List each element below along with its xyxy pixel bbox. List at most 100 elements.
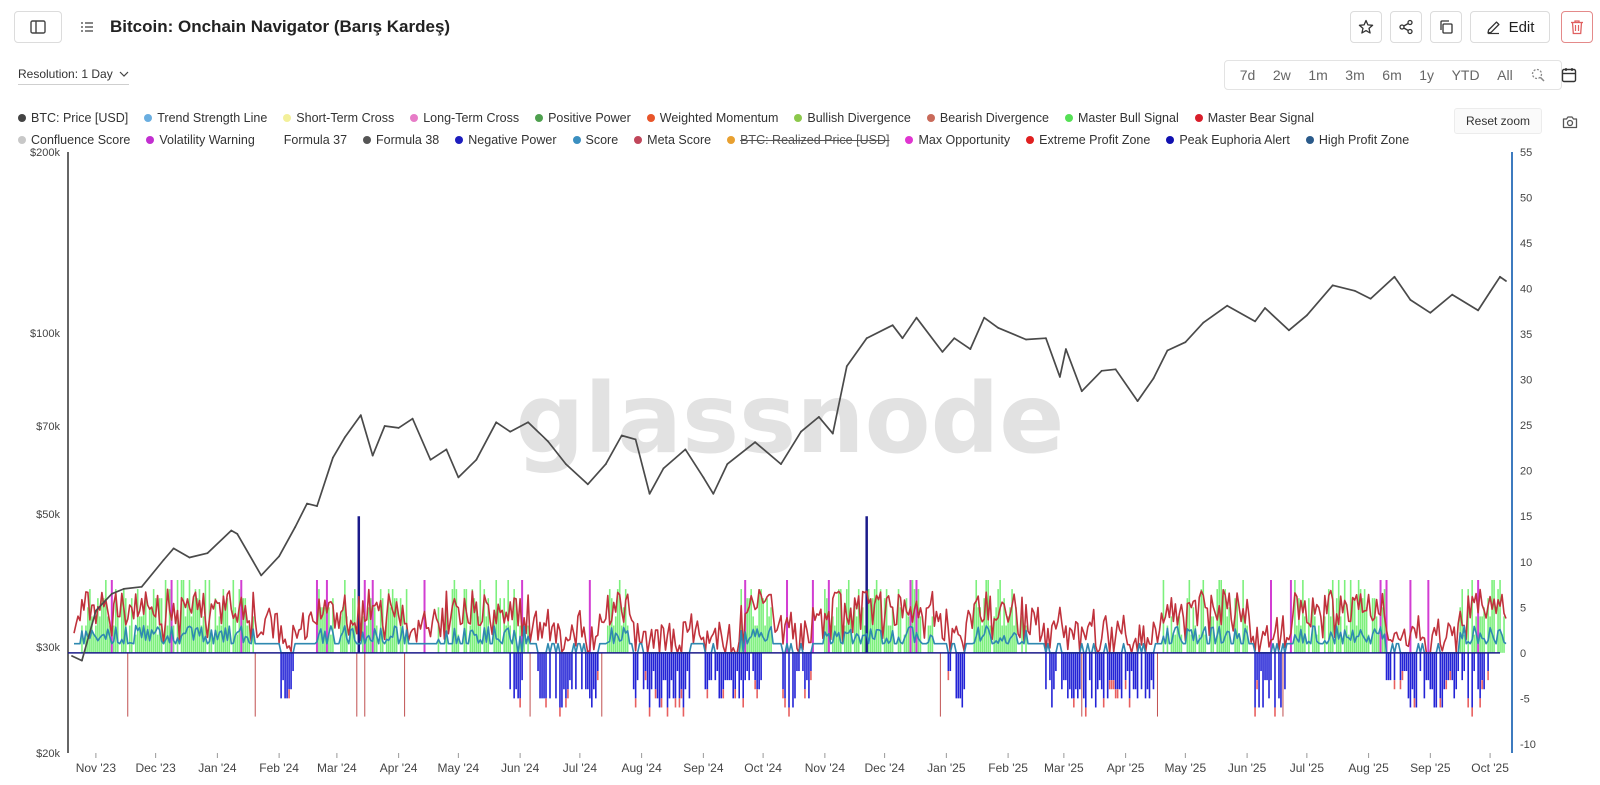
sidebar-toggle-button[interactable] — [14, 11, 62, 43]
zoom-select-button[interactable] — [1527, 65, 1549, 85]
legend-label: Meta Score — [647, 133, 712, 147]
legend-dot-icon — [363, 136, 372, 144]
btc-price-point — [122, 588, 125, 590]
x-axis-tick-label: Nov '23 — [76, 761, 117, 775]
right-axis-tick-label: 40 — [1520, 284, 1532, 296]
time-range-selector: 7d 2w 1m 3m 6m 1y YTD All — [1224, 60, 1562, 90]
range-ytd-button[interactable]: YTD — [1451, 67, 1480, 83]
btc-price-point — [1331, 284, 1334, 287]
date-picker-button[interactable] — [1554, 60, 1584, 90]
legend-item[interactable]: Volatility Warning — [146, 133, 255, 147]
x-axis-tick-label: Aug '25 — [1348, 761, 1389, 775]
btc-price-point — [1045, 337, 1047, 340]
legend-item[interactable]: Bearish Divergence — [926, 111, 1049, 125]
btc-price-point — [495, 421, 498, 424]
legend-dot-icon — [794, 114, 803, 122]
legend-item[interactable]: Negative Power — [455, 133, 557, 147]
legend-item[interactable]: Formula 37 — [270, 133, 347, 147]
x-axis-tick-label: Oct '25 — [1471, 761, 1509, 775]
btc-price-point — [1451, 293, 1454, 296]
x-axis-tick-label: Mar '24 — [317, 761, 357, 775]
btc-price-point — [1025, 338, 1027, 341]
x-axis-tick-label: Sep '24 — [683, 761, 724, 775]
legend-label: Peak Euphoria Alert — [1179, 133, 1290, 147]
right-axis-tick-label: -10 — [1520, 739, 1536, 751]
duplicate-button[interactable] — [1430, 11, 1462, 43]
x-axis-tick-label: Mar '25 — [1044, 761, 1084, 775]
legend-label: Bearish Divergence — [939, 111, 1049, 125]
resolution-select[interactable]: Resolution: 1 Day — [18, 67, 129, 85]
legend-item[interactable]: Confluence Score — [18, 133, 130, 147]
calendar-icon — [1561, 68, 1577, 83]
btc-price-point — [818, 416, 820, 418]
btc-price-point — [1254, 320, 1256, 323]
legend-item[interactable]: Peak Euphoria Alert — [1166, 133, 1290, 147]
legend-item[interactable]: Positive Power — [535, 111, 631, 125]
right-axis-tick-label: 0 — [1520, 648, 1526, 660]
range-1m-button[interactable]: 1m — [1308, 67, 1328, 83]
page-title: Bitcoin: Onchain Navigator (Barış Kardeş… — [110, 17, 451, 36]
legend-item[interactable]: Formula 38 — [363, 133, 439, 147]
legend-item[interactable]: Meta Score — [634, 133, 711, 147]
legend-item[interactable]: Master Bull Signal — [1064, 111, 1179, 125]
x-axis-tick-label: Jun '24 — [501, 761, 540, 775]
screenshot-button[interactable] — [1558, 110, 1582, 134]
btc-price-point — [997, 326, 999, 329]
x-axis-tick-label: Jul '24 — [563, 761, 598, 775]
range-3m-button[interactable]: 3m — [1345, 67, 1365, 83]
x-axis-tick-label: May '24 — [438, 761, 480, 775]
btc-price-point — [1353, 289, 1356, 292]
share-button[interactable] — [1390, 11, 1422, 43]
range-7d-button[interactable]: 7d — [1239, 67, 1256, 83]
edit-button[interactable]: Edit — [1470, 11, 1550, 43]
legend-item[interactable]: Weighted Momentum — [646, 111, 778, 125]
legend-dot-icon — [926, 114, 935, 122]
x-axis-tick-label: Jun '25 — [1228, 761, 1267, 775]
right-axis-tick-label: 30 — [1520, 375, 1532, 387]
right-axis-tick-label: 35 — [1520, 329, 1532, 341]
legend-dot-icon — [1194, 114, 1203, 122]
range-1y-button[interactable]: 1y — [1419, 67, 1435, 83]
btc-price-point — [1136, 400, 1139, 402]
indicator-bars — [81, 516, 1505, 717]
legend-item[interactable]: Master Bear Signal — [1194, 111, 1314, 125]
btc-price-point — [800, 430, 802, 433]
btc-price-point — [953, 337, 956, 340]
legend-dot-icon — [18, 136, 26, 144]
chart-settings-button[interactable] — [76, 16, 98, 38]
x-axis-tick-label: May '25 — [1165, 761, 1207, 775]
btc-price-point — [383, 425, 386, 427]
reset-zoom-button[interactable]: Reset zoom — [1454, 108, 1542, 134]
legend-item[interactable]: High Profit Zone — [1305, 133, 1409, 147]
legend-item[interactable]: Bullish Divergence — [794, 111, 911, 125]
btc-price-point — [278, 555, 280, 558]
left-axis-tick-label: $100k — [30, 328, 60, 340]
range-2w-button[interactable]: 2w — [1272, 67, 1291, 83]
legend-item[interactable]: Long-Term Cross — [410, 111, 519, 125]
legend-item[interactable]: BTC: Realized Price [USD] — [727, 133, 889, 147]
legend-label: Formula 38 — [376, 133, 440, 147]
legend-item[interactable]: BTC: Price [USD] — [18, 111, 128, 125]
legend-item[interactable]: Score — [572, 133, 618, 147]
btc-price-point — [95, 609, 97, 612]
range-6m-button[interactable]: 6m — [1382, 67, 1402, 83]
onchain-navigator-chart[interactable]: glassnode $20k $30k $50k $70k $100k $200k -10 -5… — [0, 140, 1600, 785]
btc-price-point — [1059, 376, 1061, 378]
btc-price-point — [397, 427, 400, 429]
delete-button[interactable] — [1561, 11, 1593, 43]
legend-item[interactable]: Trend Strength Line — [144, 111, 267, 125]
right-axis-tick-label: 50 — [1520, 193, 1532, 205]
legend-item[interactable]: Extreme Profit Zone — [1026, 133, 1150, 147]
x-axis-tick-label: Feb '25 — [988, 761, 1028, 775]
right-axis-tick-label: 10 — [1520, 557, 1532, 569]
x-axis-tick-label: Oct '24 — [744, 761, 782, 775]
legend-item[interactable]: Max Opportunity — [905, 133, 1010, 147]
btc-price-point — [1477, 309, 1479, 312]
range-all-button[interactable]: All — [1497, 67, 1513, 83]
legend-label: Confluence Score — [31, 133, 131, 147]
legend-dot-icon — [572, 136, 581, 144]
favorite-button[interactable] — [1350, 11, 1382, 43]
left-axis-tick-label: $200k — [30, 147, 60, 159]
btc-price-point — [509, 430, 512, 433]
legend-item[interactable]: Short-Term Cross — [283, 111, 394, 125]
